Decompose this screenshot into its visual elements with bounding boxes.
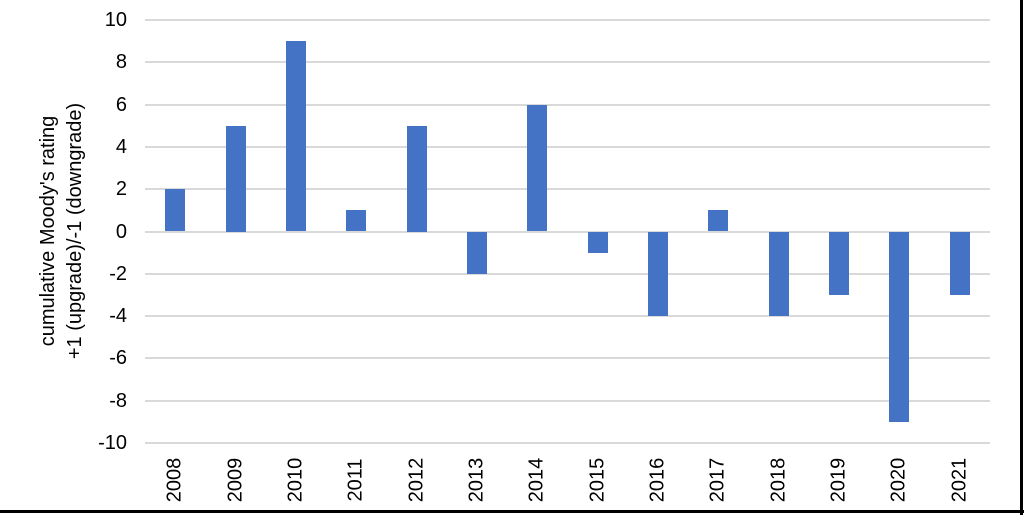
gridline (145, 103, 990, 106)
y-tick-label: -2 (109, 262, 127, 285)
bar-2012 (406, 125, 427, 232)
x-category-label: 2013 (465, 457, 488, 503)
bar-2013 (466, 231, 487, 274)
bar-2014 (527, 104, 548, 232)
y-tick-label: 4 (115, 135, 127, 158)
plot-area (145, 19, 990, 444)
x-category-label: 2018 (767, 457, 790, 503)
y-tick-label: -10 (98, 432, 127, 454)
x-category-label: 2011 (344, 458, 367, 502)
bar-2018 (768, 231, 789, 317)
y-tick-label: 2 (115, 178, 127, 201)
x-category-label: 2009 (224, 457, 247, 503)
bar-2008 (165, 189, 186, 232)
bar-2020 (889, 231, 910, 422)
x-category-label: 2020 (887, 457, 910, 503)
bar-2017 (708, 210, 729, 232)
y-tick-label: 8 (115, 51, 127, 74)
x-category-label: 2014 (525, 457, 548, 503)
gridline (145, 230, 990, 233)
bar-2021 (949, 231, 970, 295)
gridline (145, 399, 990, 402)
x-category-label: 2010 (284, 457, 307, 503)
y-tick-label: -6 (109, 347, 127, 370)
y-tick-label: 6 (115, 93, 127, 116)
gridline (145, 442, 990, 444)
bar-2015 (587, 231, 608, 253)
bar-2010 (285, 41, 306, 232)
frame-bottom-line (0, 510, 1024, 513)
x-category-label: 2016 (646, 457, 669, 503)
bar-2016 (648, 231, 669, 317)
x-category-label: 2012 (405, 457, 428, 503)
bar-2009 (225, 125, 246, 232)
gridline (145, 272, 990, 275)
gridline (145, 188, 990, 191)
gridline (145, 357, 990, 360)
y-tick-label: 10 (104, 9, 127, 31)
x-category-label: 2017 (706, 457, 729, 503)
y-tick-label: 0 (115, 220, 127, 243)
x-category-label: 2008 (163, 457, 186, 503)
y-tick-label: -8 (109, 389, 127, 412)
frame-right-line (1020, 0, 1023, 515)
gridline (145, 61, 990, 64)
x-category-label: 2015 (586, 457, 609, 503)
gridline (145, 315, 990, 318)
y-tick-label: -4 (109, 305, 127, 328)
bar-2011 (346, 210, 367, 232)
gridline (145, 19, 990, 21)
x-category-label: 2021 (948, 457, 971, 503)
gridline (145, 145, 990, 148)
x-category-label: 2019 (827, 457, 850, 503)
bar-2019 (829, 231, 850, 295)
